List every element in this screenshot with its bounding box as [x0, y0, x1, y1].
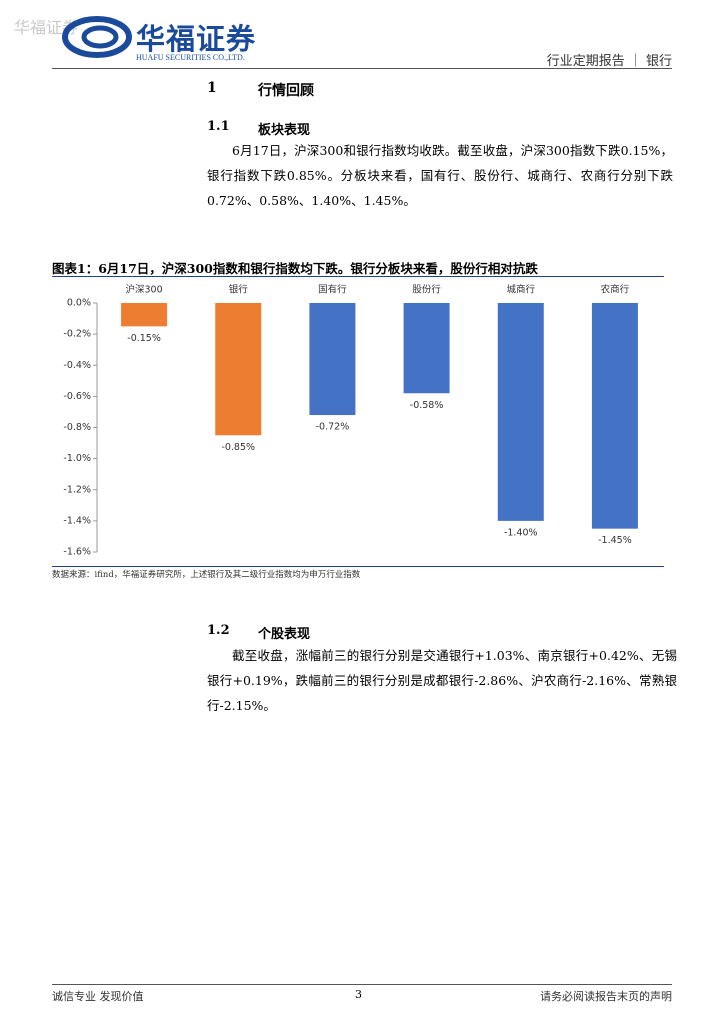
value-label: -0.15%: [127, 333, 161, 344]
y-tick-label: -1.0%: [63, 453, 91, 464]
footer-slogan: 诚信专业 发现价值: [52, 990, 144, 1003]
footer-rule: [52, 984, 672, 985]
y-tick-label: -0.6%: [63, 391, 91, 402]
logo-subtext: HUAFU SECURITIES CO.,LTD.: [136, 53, 245, 62]
x-tick-label: 国有行: [318, 284, 347, 296]
bar: [591, 303, 638, 529]
bar: [309, 303, 356, 416]
bar: [497, 303, 544, 521]
figure-title: 图表1：6月17日，沪深300指数和银行指数均下跌。银行分板块来看，股份行相对抗…: [52, 261, 538, 276]
y-tick-label: -1.4%: [63, 515, 91, 526]
chart: 0.0% -0.2% -0.4% -0.6% -0.8% -1.0% -1.2% -1.4% -…: [63, 284, 638, 558]
figure-top-rule: [52, 276, 664, 277]
y-tick-label: -1.6%: [63, 547, 91, 558]
subsection-number: 1.2: [207, 623, 230, 638]
section-number: 1: [207, 80, 217, 96]
subsection-number: 1.1: [207, 119, 230, 134]
subsection-title: 个股表现: [258, 627, 311, 642]
x-tick-label: 农商行: [601, 284, 630, 296]
x-tick-label: 沪深300: [126, 284, 163, 296]
logo-text: 华福证券: [136, 22, 257, 56]
value-label: -0.58%: [410, 400, 444, 411]
watermark: 华福证券: [14, 18, 79, 37]
footer-disclaimer: 请务必阅读报告末页的声明: [540, 990, 672, 1003]
y-tick-label: -0.4%: [63, 360, 91, 371]
value-label: -0.72%: [316, 422, 350, 433]
y-tick-label: -1.2%: [63, 484, 91, 495]
paragraph: 6月17日，沪深300和银行指数均收跌。截至收盘，沪深300指数下跌0.15%，…: [207, 143, 673, 208]
y-tick-label: 0.0%: [67, 298, 91, 309]
x-tick-label: 城商行: [506, 284, 535, 296]
subsection-title: 板块表现: [258, 123, 311, 138]
y-tick-label: -0.2%: [63, 329, 91, 340]
x-tick-label: 银行: [229, 284, 249, 296]
header-rule: [52, 68, 672, 69]
page-number: 3: [355, 988, 362, 1001]
value-label: -0.85%: [221, 442, 255, 453]
logo-icon: [62, 16, 132, 58]
bar: [121, 303, 168, 327]
section-title: 行情回顾: [258, 83, 314, 99]
y-tick-label: -0.8%: [63, 422, 91, 433]
x-tick-label: 股份行: [412, 284, 441, 296]
header-report-type: 行业定期报告 ｜ 银行: [546, 54, 672, 69]
bar: [403, 303, 450, 394]
source-note: 数据来源：ifind，华福证券研究所，上述银行及其二级行业指数均为申万行业指数: [52, 570, 361, 580]
value-label: -1.45%: [598, 535, 632, 546]
value-label: -1.40%: [504, 527, 538, 538]
figure-bottom-rule: [52, 566, 664, 567]
bar: [215, 303, 262, 436]
paragraph: 截至收盘，涨幅前三的银行分别是交通银行+1.03%、南京银行+0.42%、无锡银…: [207, 648, 677, 713]
